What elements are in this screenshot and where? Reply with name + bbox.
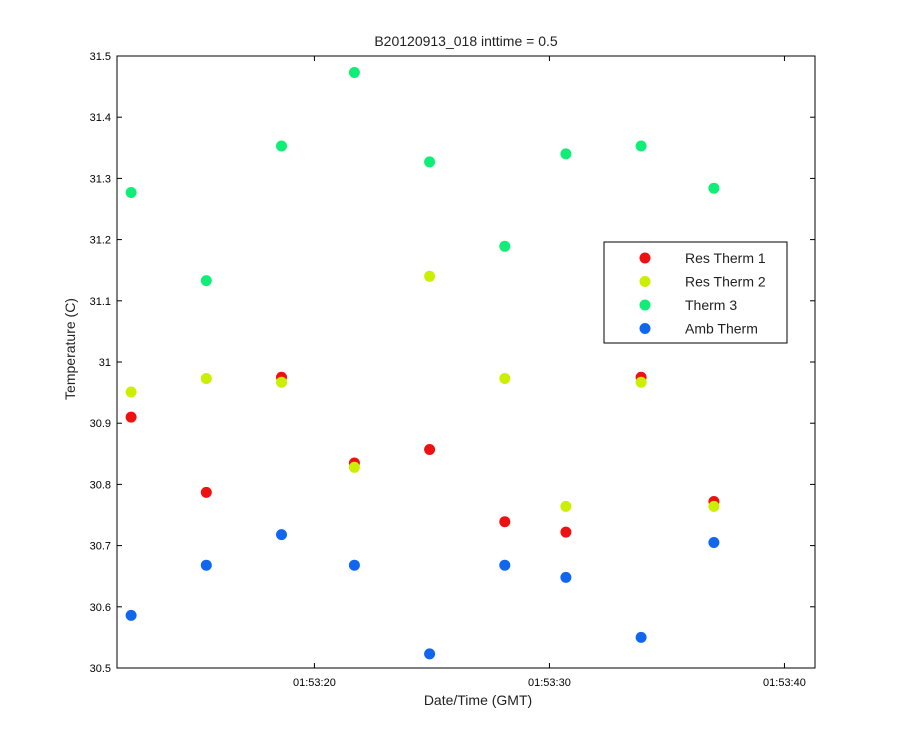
data-point-amb-therm <box>276 529 287 541</box>
y-tick-label: 30.9 <box>90 418 111 430</box>
data-point-amb-therm <box>708 537 720 548</box>
data-point-therm-3 <box>635 140 647 152</box>
data-point-therm-3 <box>125 187 137 198</box>
data-point-res-therm-2 <box>708 500 720 512</box>
data-point-res-therm-1 <box>499 516 511 528</box>
legend-marker <box>639 299 651 311</box>
data-point-res-therm-2 <box>424 270 436 282</box>
data-point-res-therm-1 <box>125 411 137 423</box>
legend-label: Res Therm 2 <box>685 274 766 290</box>
data-point-res-therm-1 <box>424 444 436 455</box>
data-point-amb-therm <box>348 559 360 571</box>
legend-box <box>603 241 788 344</box>
x-axis-title: Date/Time (GMT) <box>424 692 532 708</box>
data-point-res-therm-2 <box>125 386 137 398</box>
y-tick-label: 31.5 <box>90 51 111 63</box>
plot-frame <box>116 55 816 669</box>
legend-label: Amb Therm <box>685 321 758 337</box>
x-axis: 01:53:20 01:53:30 01:53:40 <box>293 56 806 689</box>
y-tick-label: 30.7 <box>90 541 111 553</box>
x-tick-label: 01:53:40 <box>763 677 806 689</box>
y-tick-label: 30.5 <box>90 663 111 675</box>
data-point-res-therm-2 <box>560 500 572 512</box>
y-tick-label: 31.3 <box>90 173 111 185</box>
legend-label: Res Therm 1 <box>685 250 766 266</box>
legend-marker <box>639 276 651 287</box>
data-point-res-therm-2 <box>200 373 212 384</box>
y-tick-label: 31 <box>99 357 111 369</box>
legend-marker <box>639 252 651 264</box>
data-points <box>125 67 720 660</box>
data-point-amb-therm <box>424 648 436 660</box>
data-point-amb-therm <box>200 559 212 571</box>
legend-label: Therm 3 <box>685 297 737 313</box>
y-tick-label: 30.8 <box>90 479 111 491</box>
data-point-therm-3 <box>499 240 511 252</box>
y-tick-label: 31.2 <box>90 235 111 247</box>
data-point-res-therm-2 <box>635 376 647 388</box>
plot-area: 30.5 30.6 30.7 30.8 30.9 31 31.1 31.2 31.3 31.4 31… <box>90 51 816 689</box>
x-tick-label: 01:53:30 <box>528 677 571 689</box>
y-tick-label: 30.6 <box>90 602 111 614</box>
data-point-amb-therm <box>125 609 137 621</box>
chart-title: B20120913_018 inttime = 0.5 <box>374 33 558 49</box>
legend: Res Therm 1 Res Therm 2 Therm 3 Amb Therm <box>603 241 788 344</box>
data-point-res-therm-2 <box>499 373 511 384</box>
y-axis-title: Temperature (C) <box>62 298 78 400</box>
data-point-res-therm-2 <box>276 376 287 388</box>
y-axis: 30.5 30.6 30.7 30.8 30.9 31 31.1 31.2 31.3 31.4 31… <box>90 51 815 675</box>
x-tick-label: 01:53:20 <box>293 677 336 689</box>
data-point-therm-3 <box>276 140 287 152</box>
legend-marker <box>639 323 651 334</box>
data-point-therm-3 <box>200 275 212 287</box>
data-point-amb-therm <box>499 559 511 571</box>
y-tick-label: 31.1 <box>90 296 111 308</box>
data-point-res-therm-2 <box>348 461 360 473</box>
data-point-therm-3 <box>424 156 436 168</box>
data-point-therm-3 <box>348 67 360 78</box>
data-point-therm-3 <box>708 182 720 194</box>
y-tick-label: 31.4 <box>90 112 111 124</box>
data-point-res-therm-1 <box>560 526 572 538</box>
data-point-res-therm-1 <box>200 486 212 498</box>
data-point-amb-therm <box>635 631 647 643</box>
data-point-amb-therm <box>560 571 572 583</box>
data-point-therm-3 <box>560 148 572 160</box>
